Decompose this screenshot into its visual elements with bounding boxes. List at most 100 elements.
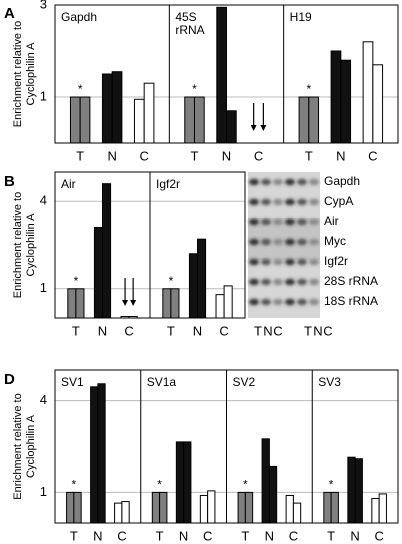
group-label: 45S rRNA [175,10,204,37]
y-tick-label: 3 [40,0,47,11]
gel-band [284,218,296,226]
plot-frame [54,171,246,319]
gel-band [272,298,284,306]
bar [183,441,192,524]
group-label: Igf2r [156,177,180,191]
bar [330,491,339,524]
x-tick-label: N [93,528,102,543]
bar [223,285,233,319]
x-tick-label: N [265,528,274,543]
gel-band [296,218,308,226]
gel-band [284,178,296,186]
bar [197,238,207,319]
x-tick-label: C [139,148,148,163]
bar [362,41,374,144]
gel-band [248,298,260,306]
x-tick-label: T [156,528,164,543]
gel-shade [248,218,320,260]
plot-frame [54,4,399,144]
bar [372,64,384,144]
annotation: * [72,478,77,492]
x-tick-label: C [368,148,377,163]
bar [347,456,356,524]
bar [193,96,205,144]
bar [354,458,363,524]
lane-label: C [273,323,282,338]
bar [97,383,106,524]
bar [114,502,123,524]
gel-band [296,258,308,266]
arrow-head [260,125,267,131]
y-tick-label: 1 [40,88,47,103]
lane-label: T [304,323,312,338]
gel-band [248,198,260,206]
group-label: Air [61,177,76,191]
annotation: * [78,82,83,96]
bar [371,498,380,524]
bar [151,491,161,524]
gel-band [284,278,296,286]
x-tick-label: T [72,323,80,338]
bar [79,96,91,144]
annotation: * [192,82,197,96]
panel-label: B [4,173,15,190]
bar [66,491,75,524]
y-axis-label-line: Enrichment relative to [12,21,24,127]
plot-frame [54,369,399,524]
band-label: Myc [324,234,346,248]
gel-band [272,218,284,226]
gel-band [260,298,272,306]
band-label: Air [324,214,339,228]
gel-band [272,178,284,186]
gel-band [260,258,272,266]
gel-band [284,198,296,206]
bar [340,59,352,144]
group-label-text: 45S rRNA [175,10,204,37]
annotation: * [329,478,334,492]
x-tick-label: C [219,323,228,338]
bar [184,96,195,144]
y-axis-label: Enrichment relative toCyclophilin A [12,393,37,499]
y-axis-label-line: Cyclophilin A [25,213,37,277]
x-tick-label: T [241,528,249,543]
x-tick-label: T [305,148,313,163]
gel-band [284,258,296,266]
group-label-text: H19 [290,10,312,24]
x-tick-label: N [107,148,116,163]
group-label-text: SV2 [233,375,256,389]
band-label: 18S rRNA [324,294,378,308]
gel-band [296,298,308,306]
x-tick-label: N [350,528,359,543]
bar [162,288,172,319]
gel-band [308,278,320,286]
gel-band [308,258,320,266]
bar [330,50,342,144]
x-tick-label: C [374,528,383,543]
x-tick-label: C [203,528,212,543]
y-tick-label: 4 [40,193,47,208]
y-axis-label: Enrichment relative toCyclophilin A [12,21,37,127]
bar [170,288,180,319]
band-label: 28S rRNA [324,274,378,288]
bar [308,96,320,144]
gel-band [308,298,320,306]
gel-band [248,218,260,226]
gel-band [308,178,320,186]
gel-band [308,238,320,246]
y-axis-label-line: Cyclophilin A [25,42,37,106]
gel-band [248,258,260,266]
group-label-text: Gapdh [61,10,97,24]
bar [323,491,332,524]
lane-label: T [254,323,262,338]
x-tick-label: N [193,323,202,338]
bar [261,438,270,524]
group-label: SV1 [61,375,84,389]
x-tick-label: C [117,528,126,543]
annotation: * [157,478,162,492]
gel-band [248,178,260,186]
gel-band [260,218,272,226]
bar [268,465,278,524]
gel-band [260,278,272,286]
gel-band [272,198,284,206]
